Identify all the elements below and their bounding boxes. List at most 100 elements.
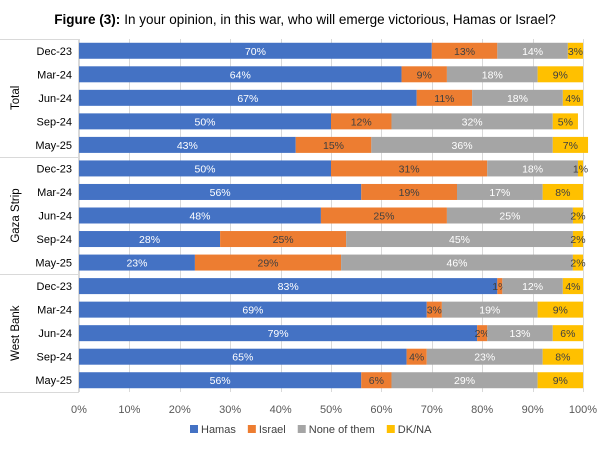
bar-segment-israel (477, 325, 488, 342)
data-label: 83% (278, 281, 299, 293)
bar-segment-israel (295, 136, 372, 153)
data-label: 9% (553, 375, 568, 387)
bar-segment-none-of-them (502, 278, 563, 295)
data-label: 4% (565, 93, 580, 105)
bar-segment-hamas (79, 278, 498, 295)
data-label: 18% (522, 163, 543, 175)
data-label: 48% (189, 211, 210, 223)
data-label: 28% (139, 234, 160, 246)
data-label: 56% (210, 187, 231, 199)
data-label: 69% (242, 305, 263, 317)
bar-segment-dk-na (552, 113, 578, 130)
data-label: 7% (563, 140, 578, 152)
x-tick-label: 40% (270, 404, 292, 416)
data-label: 2% (570, 234, 585, 246)
bar-segment-none-of-them (346, 231, 573, 248)
bar-segment-none-of-them (341, 254, 573, 271)
data-label: 65% (232, 352, 253, 364)
bar-segment-dk-na (542, 183, 583, 200)
category-label: Mar-24 (37, 305, 72, 317)
bar-segment-dk-na (562, 89, 583, 106)
group-label: Total (10, 86, 22, 110)
bar-segment-none-of-them (446, 66, 538, 83)
data-label: 19% (399, 187, 420, 199)
data-label: 50% (194, 116, 215, 128)
bar-segment-hamas (79, 372, 362, 389)
data-label: 1% (573, 163, 588, 175)
data-label: 9% (553, 305, 568, 317)
category-label: Dec-23 (37, 46, 72, 58)
group-label: Gaza Strip (10, 188, 22, 242)
data-label: 17% (489, 187, 510, 199)
x-tick-label: 90% (522, 404, 544, 416)
data-label: 79% (268, 328, 289, 340)
chart-title-prefix: Figure (3): (54, 12, 120, 27)
bar-segment-dk-na (572, 254, 583, 271)
data-label: 5% (558, 116, 573, 128)
data-label: 6% (369, 375, 384, 387)
legend-label: Hamas (201, 424, 236, 436)
bar-segment-dk-na (572, 207, 583, 224)
legend-swatch (247, 425, 256, 433)
category-label: May-25 (35, 140, 72, 152)
bar-segment-none-of-them (391, 372, 538, 389)
data-label: 9% (417, 69, 432, 81)
bar-segment-hamas (79, 301, 427, 318)
category-label: Sep-24 (37, 352, 72, 364)
data-label: 25% (273, 234, 294, 246)
x-tick-label: 100% (569, 404, 597, 416)
bar-segment-hamas (79, 254, 195, 271)
bar-segment-israel (361, 372, 392, 389)
bar-segment-dk-na (537, 66, 583, 83)
group-label: West Bank (10, 305, 22, 361)
data-label: 46% (446, 258, 467, 270)
bar-segment-none-of-them (457, 183, 543, 200)
bar-segment-dk-na (577, 160, 583, 177)
category-label: Sep-24 (37, 234, 72, 246)
data-label: 12% (351, 116, 372, 128)
data-label: 36% (452, 140, 473, 152)
category-label: Jun-24 (38, 93, 72, 105)
x-tick-label: 0% (71, 404, 87, 416)
data-label: 8% (555, 352, 570, 364)
bar-segment-israel (220, 231, 347, 248)
data-label: 14% (522, 46, 543, 58)
bar-segment-none-of-them (391, 113, 553, 130)
category-label: Sep-24 (37, 116, 72, 128)
bar-segment-hamas (79, 207, 321, 224)
bar-segment-none-of-them (446, 207, 573, 224)
data-label: 15% (323, 140, 344, 152)
data-label: 18% (507, 93, 528, 105)
bar-segment-none-of-them (371, 136, 553, 153)
x-tick-label: 30% (219, 404, 241, 416)
data-label: 9% (553, 69, 568, 81)
data-label: 2% (475, 328, 490, 340)
legend-swatch (386, 425, 395, 433)
data-label: 50% (194, 163, 215, 175)
data-label: 4% (565, 281, 580, 293)
bar-segment-hamas (79, 42, 432, 59)
category-label: Jun-24 (38, 328, 72, 340)
bar-segment-israel (426, 301, 442, 318)
bar-segment-israel (320, 207, 447, 224)
data-label: 56% (210, 375, 231, 387)
chart-title-text: In your opinion, in this war, who will e… (124, 12, 555, 27)
legend-swatch (190, 425, 198, 433)
data-label: 67% (237, 93, 258, 105)
bar-segment-israel (331, 160, 488, 177)
data-label: 70% (245, 46, 266, 58)
data-label: 3% (568, 46, 583, 58)
x-tick-label: 80% (471, 404, 493, 416)
data-label: 3% (427, 305, 442, 317)
data-label: 64% (230, 69, 251, 81)
bar-segment-dk-na (552, 325, 583, 342)
category-label: Mar-24 (37, 69, 72, 81)
x-tick-label: 20% (169, 404, 191, 416)
x-tick-label: 50% (320, 404, 342, 416)
data-label: 2% (570, 211, 585, 223)
data-label: 43% (177, 140, 198, 152)
bar-segment-dk-na (537, 372, 583, 389)
category-axis: Total Dec-23 Mar-24 Jun-24 Sep-24 May-25 Gaza … (0, 39, 79, 393)
bar-segment-none-of-them (441, 301, 538, 318)
data-label: 6% (560, 328, 575, 340)
